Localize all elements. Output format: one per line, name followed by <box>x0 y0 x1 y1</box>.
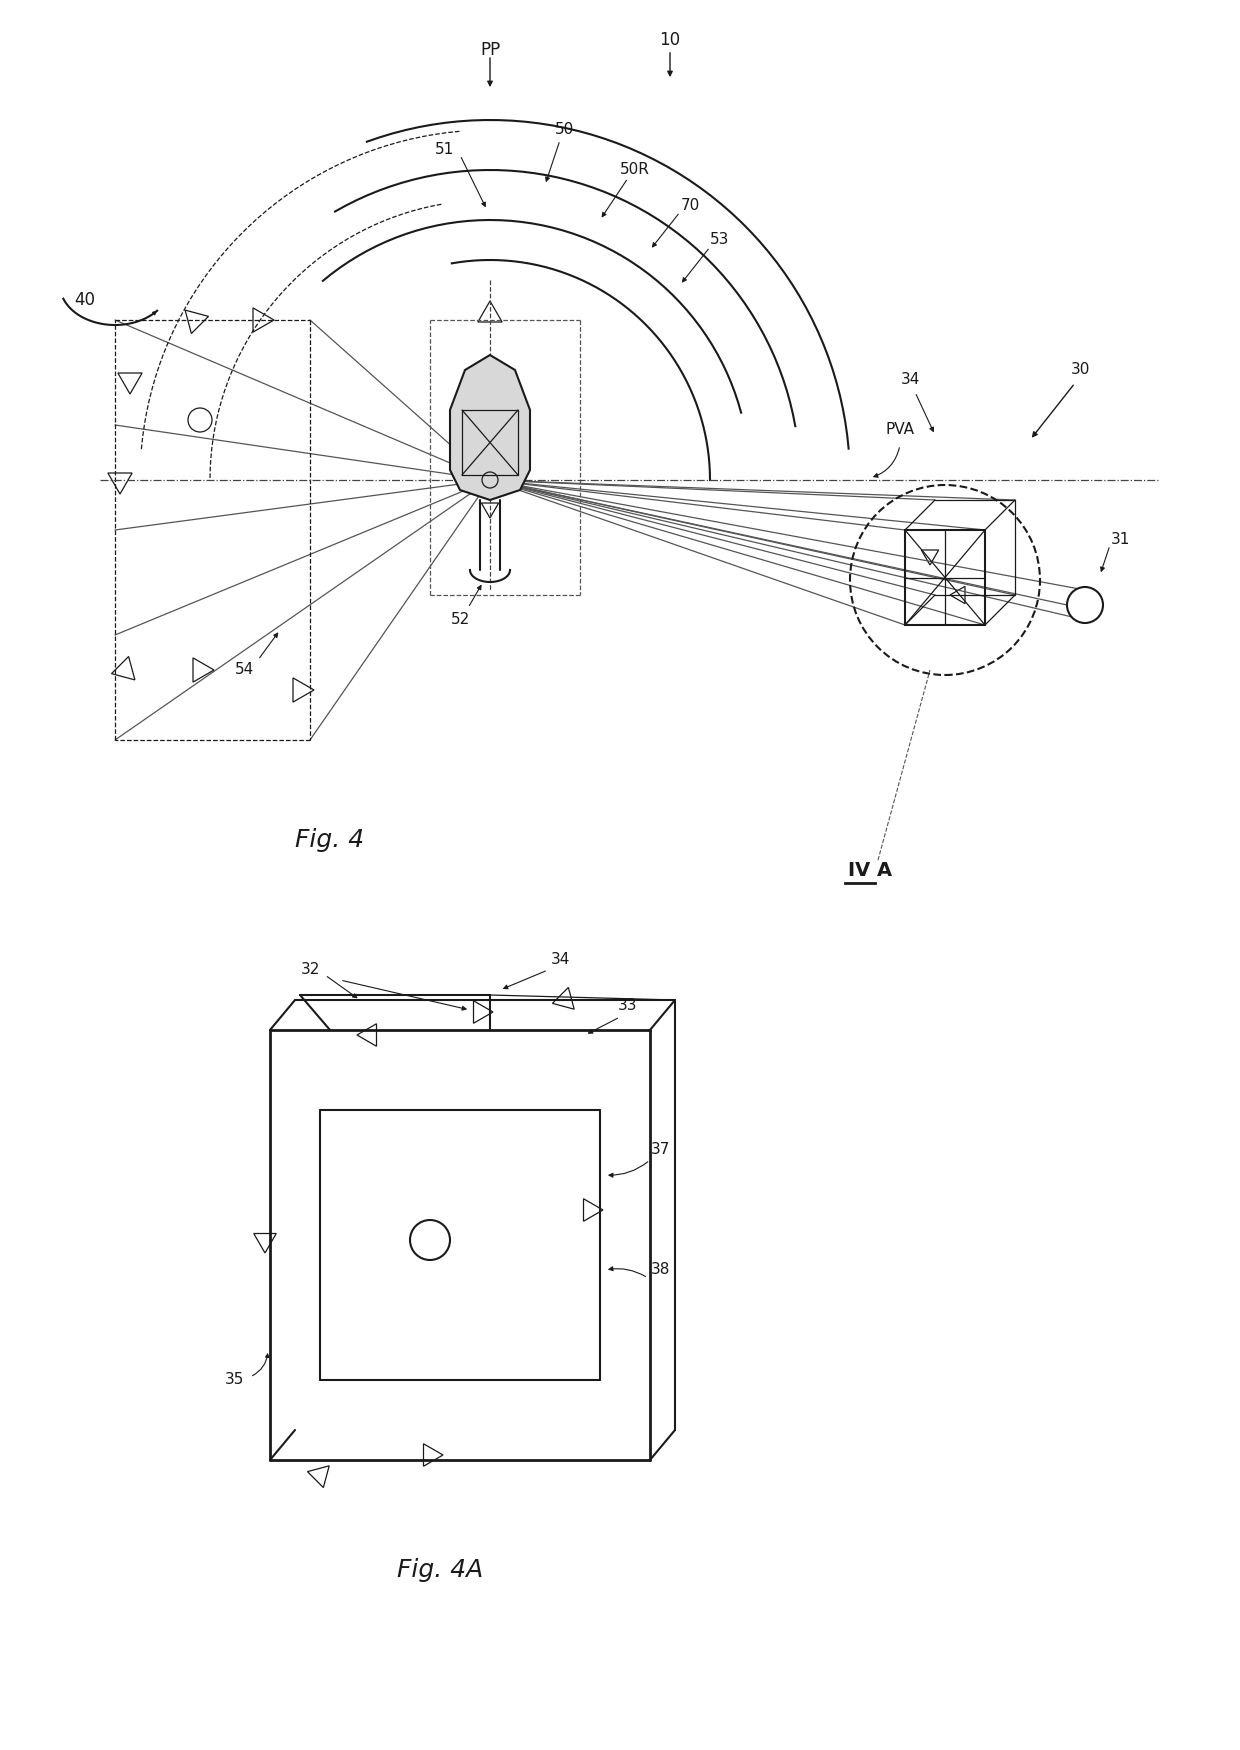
Text: 32: 32 <box>300 963 320 978</box>
Text: Fig. 4A: Fig. 4A <box>397 1558 484 1582</box>
Text: 51: 51 <box>435 142 455 158</box>
Text: 37: 37 <box>650 1143 670 1157</box>
Text: 35: 35 <box>226 1372 244 1388</box>
Text: PVA: PVA <box>885 422 915 438</box>
Text: 34: 34 <box>900 373 920 387</box>
Text: 33: 33 <box>619 997 637 1013</box>
Text: PP: PP <box>480 40 500 60</box>
Text: IV A: IV A <box>848 861 892 880</box>
Text: 31: 31 <box>1110 532 1130 548</box>
Text: 70: 70 <box>681 198 699 212</box>
Circle shape <box>1066 586 1104 623</box>
Text: 54: 54 <box>236 663 254 677</box>
Text: 38: 38 <box>650 1262 670 1278</box>
Text: 40: 40 <box>74 290 95 310</box>
Text: 34: 34 <box>551 952 569 968</box>
Text: 50R: 50R <box>620 163 650 177</box>
Text: 10: 10 <box>660 31 681 49</box>
Polygon shape <box>450 355 529 500</box>
Text: 52: 52 <box>450 612 470 628</box>
Text: 30: 30 <box>1070 362 1090 378</box>
Text: Fig. 4: Fig. 4 <box>295 828 365 852</box>
Text: 53: 53 <box>711 233 729 247</box>
Text: 50: 50 <box>556 123 574 138</box>
